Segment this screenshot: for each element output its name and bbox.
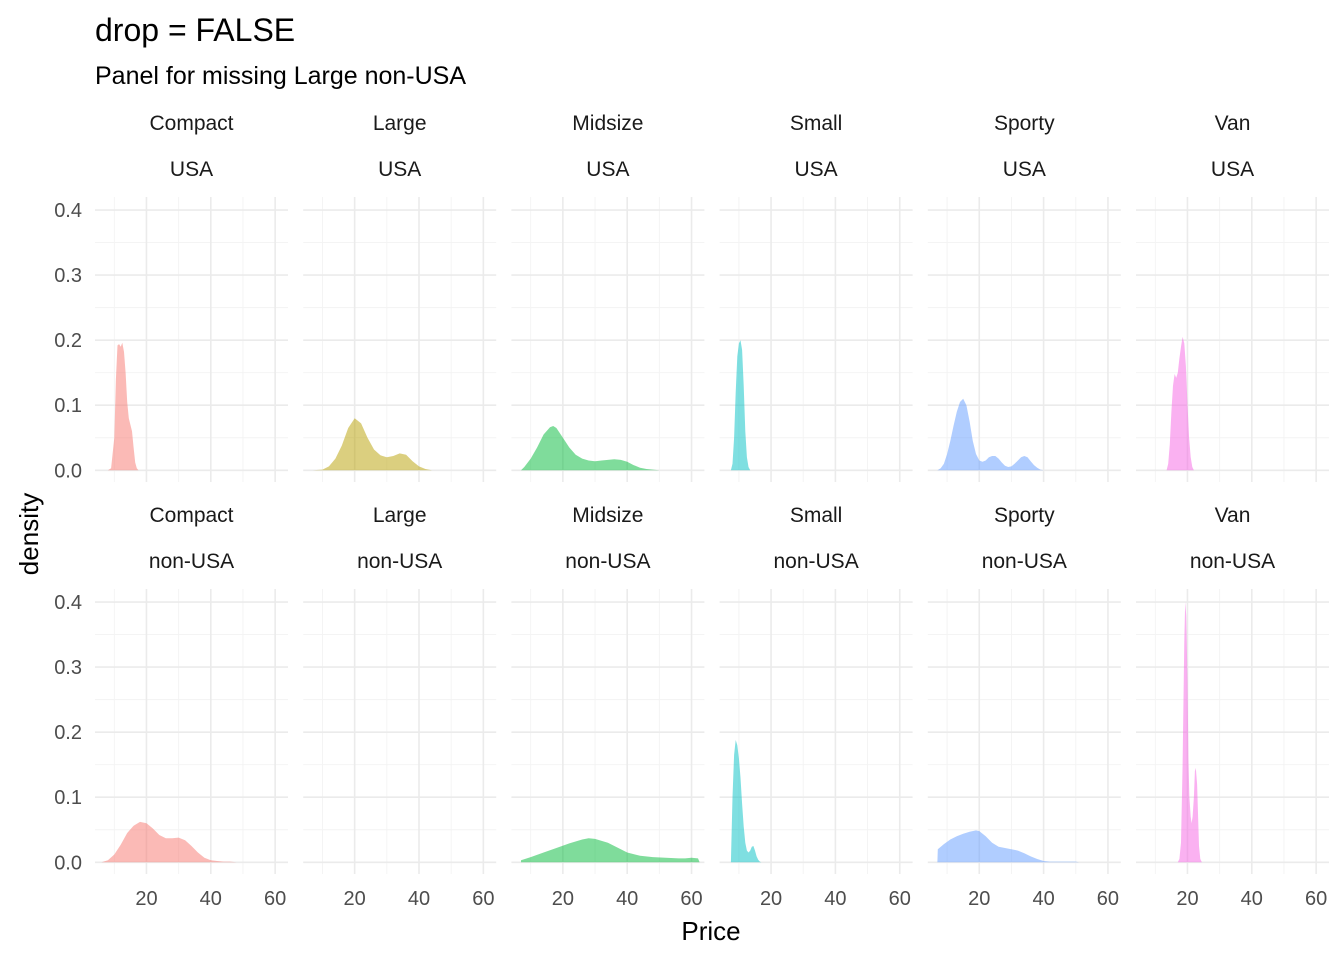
strip-label-type: Sporty [994, 504, 1055, 527]
x-tick-label: 40 [408, 888, 430, 910]
facet-panel-large-non-usa: Large non-USA [303, 504, 497, 874]
x-tick-label: 40 [1241, 888, 1263, 910]
density-area-midsize-usa [521, 426, 660, 471]
x-tick-label: 20 [1176, 888, 1198, 910]
strip-label-type: Large [373, 112, 427, 135]
x-tick-label: 20 [968, 888, 990, 910]
x-tick-label: 60 [264, 888, 286, 910]
strip-label-type: Midsize [572, 504, 643, 527]
chart-subtitle: Panel for missing Large non-USA [95, 62, 466, 90]
strip-label-origin: USA [1211, 158, 1254, 181]
strip-label-origin: USA [795, 158, 838, 181]
y-tick-label: 0.3 [54, 657, 82, 679]
strip-label-type: Large [373, 504, 427, 527]
x-tick-label: 40 [1032, 888, 1054, 910]
y-tick-label: 0.2 [54, 722, 82, 744]
y-tick-label: 0.1 [54, 787, 82, 809]
facet-panel-small-usa: Small USA [719, 112, 913, 482]
x-axis-label: Price [681, 916, 740, 946]
x-tick-label: 60 [1097, 888, 1119, 910]
facet-panel-midsize-usa: Midsize USA [511, 112, 705, 482]
x-tick-label: 60 [889, 888, 911, 910]
density-area-compact-non-usa [101, 821, 237, 863]
y-tick-label: 0.0 [54, 852, 82, 874]
density-area-sporty-usa [937, 398, 1044, 471]
density-area-compact-usa [107, 342, 139, 471]
facet-panel-sporty-usa: Sporty USA [927, 112, 1121, 482]
density-area-small-non-usa [730, 740, 762, 863]
density-area-large-usa [312, 418, 432, 471]
strip-label-origin: USA [1003, 158, 1046, 181]
x-tick-label: 20 [552, 888, 574, 910]
x-tick-label: 20 [760, 888, 782, 910]
facet-panel-van-non-usa: Van non-USA [1136, 504, 1329, 874]
facet-panels: CompactUSALargeUSAMidsizeUSASmallUSASpor… [95, 112, 1329, 874]
y-axis-ticks: 0.0 0.1 0.2 0.3 0.4 0.0 0.1 0.2 0.3 0.4 [54, 200, 82, 874]
strip-label-origin: USA [586, 158, 629, 181]
y-tick-label: 0.4 [54, 592, 82, 614]
strip-label-type: Sporty [994, 112, 1055, 135]
strip-label-type: Small [790, 504, 843, 527]
strip-label-origin: non-USA [773, 550, 858, 573]
strip-label-type: Compact [149, 112, 233, 135]
y-tick-label: 0.1 [54, 395, 82, 417]
strip-label-origin: non-USA [565, 550, 650, 573]
strip-label-origin: non-USA [982, 550, 1067, 573]
facet-panel-compact-usa: Compact USA [95, 112, 288, 482]
x-tick-label: 40 [200, 888, 222, 910]
facet-panel-van-usa: Van USA [1136, 112, 1329, 482]
facet-panel-midsize-non-usa: Midsize non-USA [511, 504, 705, 874]
x-tick-label: 40 [824, 888, 846, 910]
strip-label-type: Van [1215, 504, 1251, 527]
y-tick-label: 0.3 [54, 265, 82, 287]
facet-panel-small-non-usa: Small non-USA [719, 504, 913, 874]
facet-panel-sporty-non-usa: Sporty non-USA [927, 504, 1121, 874]
facet-panel-compact-non-usa: Compact non-USA [95, 504, 288, 874]
y-tick-label: 0.2 [54, 330, 82, 352]
strip-label-type: Compact [149, 504, 233, 527]
strip-label-type: Midsize [572, 112, 643, 135]
x-tick-label: 60 [1305, 888, 1327, 910]
strip-label-origin: USA [378, 158, 421, 181]
density-area-van-non-usa [1177, 602, 1202, 863]
y-axis-label: density [14, 493, 44, 575]
x-tick-label: 60 [680, 888, 702, 910]
strip-label-origin: non-USA [1190, 550, 1275, 573]
density-area-van-usa [1166, 336, 1194, 471]
facet-panel-large-usa: Large USA [303, 112, 497, 482]
strip-label-origin: USA [170, 158, 213, 181]
strip-label-type: Small [790, 112, 843, 135]
strip-label-origin: non-USA [357, 550, 442, 573]
strip-label-origin: non-USA [149, 550, 234, 573]
chart-title: drop = FALSE [95, 12, 295, 48]
x-tick-label: 20 [135, 888, 157, 910]
density-area-sporty-non-usa [937, 830, 1079, 863]
y-tick-label: 0.4 [54, 200, 82, 222]
x-tick-label: 60 [472, 888, 494, 910]
x-tick-label: 40 [616, 888, 638, 910]
x-axis-ticks: 20 40 60 20 40 60 20 40 60 20 40 60 20 40 60 20 40 60 [135, 888, 1327, 910]
x-tick-label: 20 [344, 888, 366, 910]
strip-label-type: Van [1215, 112, 1251, 135]
density-area-midsize-non-usa [521, 838, 700, 863]
y-tick-label: 0.0 [54, 460, 82, 482]
density-area-small-usa [730, 340, 751, 471]
